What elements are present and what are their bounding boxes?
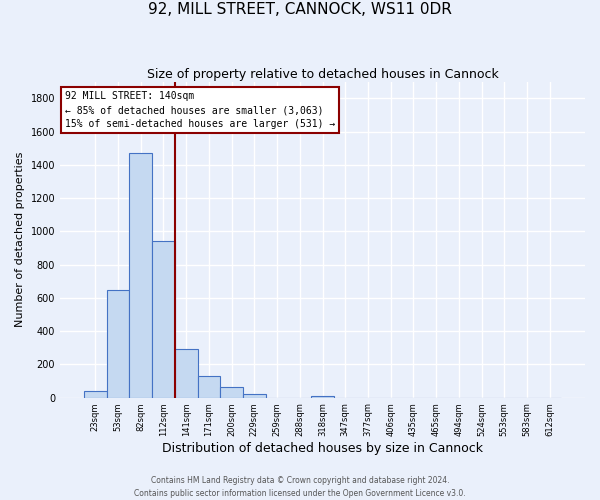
Bar: [311, 396, 334, 398]
Bar: [84, 391, 107, 398]
Text: Contains HM Land Registry data © Crown copyright and database right 2024.
Contai: Contains HM Land Registry data © Crown c…: [134, 476, 466, 498]
Text: 92, MILL STREET, CANNOCK, WS11 0DR: 92, MILL STREET, CANNOCK, WS11 0DR: [148, 2, 452, 18]
X-axis label: Distribution of detached houses by size in Cannock: Distribution of detached houses by size …: [162, 442, 483, 455]
Bar: [175, 348, 197, 398]
Text: 92 MILL STREET: 140sqm
← 85% of detached houses are smaller (3,063)
15% of semi-: 92 MILL STREET: 140sqm ← 85% of detached…: [65, 91, 335, 129]
Bar: [130, 153, 152, 398]
Y-axis label: Number of detached properties: Number of detached properties: [15, 152, 25, 328]
Bar: [152, 242, 175, 398]
Title: Size of property relative to detached houses in Cannock: Size of property relative to detached ho…: [146, 68, 499, 80]
Bar: [243, 394, 266, 398]
Bar: [107, 290, 130, 398]
Bar: [197, 376, 220, 398]
Bar: [220, 387, 243, 398]
